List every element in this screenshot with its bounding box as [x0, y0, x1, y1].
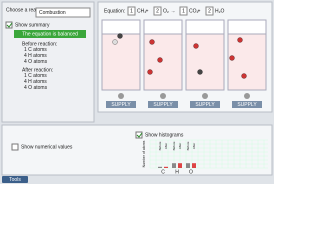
atom-element: O atoms [28, 85, 47, 91]
formula: CH₄ [137, 9, 146, 15]
numeric-checkbox-label: Show numerical values [21, 144, 73, 150]
histogram-bar [158, 166, 162, 168]
atom-element: H atoms [28, 79, 47, 85]
chamber-top [227, 19, 267, 35]
supply-icon [244, 93, 250, 99]
atom-count-line: 4 O atoms [24, 59, 48, 65]
atom-element: O atoms [28, 59, 47, 65]
supply-label: SUPPLY [195, 102, 215, 108]
histogram-checkbox[interactable] [135, 131, 143, 139]
coefficient-box[interactable] [205, 6, 214, 16]
plus: + [198, 9, 201, 15]
atom-count: 4 [24, 59, 27, 65]
series-label: Before [172, 141, 176, 150]
molecule [117, 33, 123, 39]
supply-icon [118, 93, 124, 99]
equation-label: Equation: [104, 8, 125, 14]
atom-count: 4 [24, 53, 27, 59]
molecule [241, 73, 247, 79]
summary-heading: Before reaction: [22, 41, 57, 47]
molecule [147, 69, 153, 75]
coefficient-box[interactable] [153, 6, 162, 16]
histogram-bar [186, 163, 190, 168]
series-label: Before [158, 141, 162, 150]
coefficient-box[interactable] [179, 6, 188, 16]
histogram-checkbox-label: Show histograms [145, 132, 184, 138]
supply-button[interactable] [190, 101, 220, 108]
supply-icon [160, 93, 166, 99]
tools-label: Tools [9, 177, 21, 183]
atom-count-line: 1 C atoms [24, 47, 47, 53]
y-axis-label: Number of atoms [142, 140, 146, 167]
reaction-dropdown[interactable] [35, 7, 91, 18]
group-label: H [175, 169, 179, 175]
atom-element: H atoms [28, 53, 47, 59]
coefficient-box[interactable] [127, 6, 136, 16]
series-label: Before [186, 141, 190, 150]
reaction-label: Choose a reaction: [6, 7, 48, 13]
coefficient: 2 [156, 9, 159, 15]
molecule [237, 37, 243, 43]
check [136, 132, 143, 138]
atom-count: 1 [24, 73, 27, 79]
supply-label: SUPPLY [111, 102, 131, 108]
formula: CO₂ [189, 9, 199, 15]
summary-heading: After reaction: [22, 67, 53, 73]
chamber-top [101, 19, 141, 35]
atom-element: C atoms [28, 73, 47, 79]
gizmo: Choose a reaction: Combustion Show summa… [0, 0, 274, 184]
summary-checkbox-label: Show summary [15, 22, 50, 28]
series-label: After [178, 143, 182, 149]
molecule [157, 57, 163, 63]
coefficient: 1 [182, 9, 185, 15]
group-label: O [189, 169, 193, 175]
molecule [229, 55, 235, 61]
arrow: → [171, 9, 176, 15]
coefficient: 2 [208, 9, 211, 15]
series-label: After [164, 143, 168, 149]
atom-count: 1 [24, 47, 27, 53]
status-bar [14, 30, 86, 38]
molecule [112, 39, 118, 45]
atom-count: 4 [24, 79, 27, 85]
atom-count-line: 4 H atoms [24, 79, 47, 85]
reaction-selected: Combustion [39, 10, 66, 16]
supply-button[interactable] [106, 101, 136, 108]
chamber-top [185, 19, 225, 35]
histogram-bar [192, 163, 196, 168]
atom-count-line: 1 C atoms [24, 73, 47, 79]
histogram-bar [164, 166, 168, 168]
chamber-top [143, 19, 183, 35]
supply-button[interactable] [148, 101, 178, 108]
molecule [197, 69, 203, 75]
supply-button[interactable] [232, 101, 262, 108]
status-text: The equation is balanced [22, 31, 78, 37]
atom-count-line: 4 O atoms [24, 85, 48, 91]
coefficient: 1 [130, 9, 133, 15]
numeric-checkbox[interactable] [11, 143, 19, 151]
supply-icon [202, 93, 208, 99]
atom-count: 4 [24, 85, 27, 91]
left-panel [1, 1, 95, 123]
check [6, 22, 13, 28]
plus: + [146, 9, 149, 15]
atom-count-line: 4 H atoms [24, 53, 47, 59]
tools-button[interactable] [2, 176, 28, 183]
formula: H₂O [215, 9, 225, 15]
group-label: C [161, 169, 165, 175]
molecule [193, 43, 199, 49]
molecule [149, 39, 155, 45]
series-label: After [192, 143, 196, 149]
atom-element: C atoms [28, 47, 47, 53]
histogram-bar [172, 163, 176, 168]
formula: O₂ [163, 9, 169, 15]
histogram-bar [178, 163, 182, 168]
summary-checkbox[interactable] [5, 21, 13, 29]
supply-label: SUPPLY [153, 102, 173, 108]
supply-label: SUPPLY [237, 102, 257, 108]
